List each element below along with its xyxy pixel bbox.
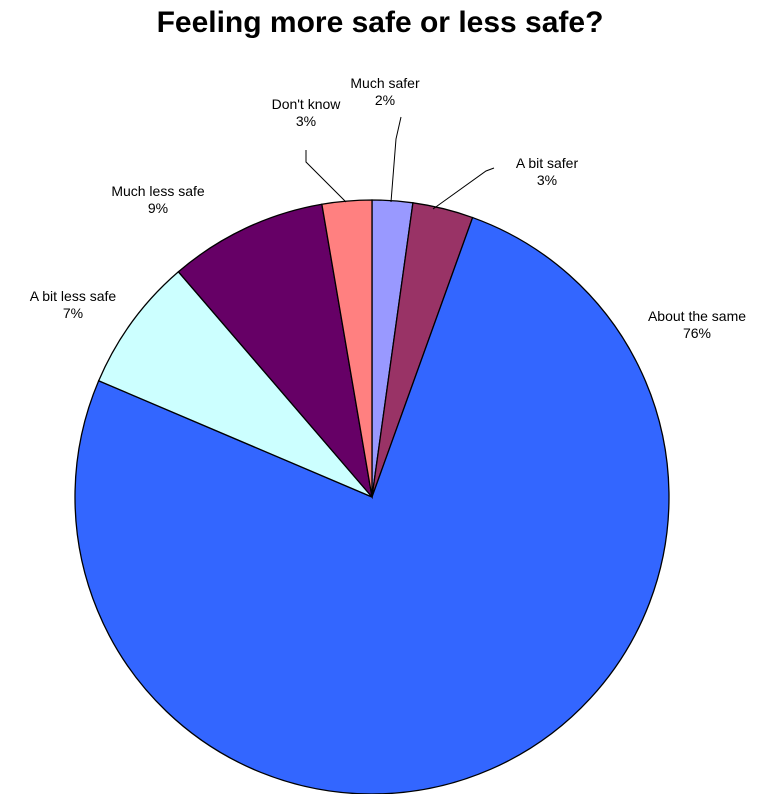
leader-line: [432, 167, 495, 210]
slice-label-name: Don't know: [272, 96, 342, 112]
slice-label-percent: 9%: [148, 200, 168, 216]
slice-label-percent: 76%: [683, 325, 711, 341]
leader-line: [305, 150, 347, 203]
slice-label-name: A bit less safe: [30, 288, 117, 304]
pie-slice-about-the-same: [74, 216, 670, 794]
slice-label-name: Much safer: [350, 75, 420, 91]
slice-label-name: A bit safer: [516, 155, 579, 171]
pie-slice-don-t-know: [321, 199, 373, 498]
leader-lines: [305, 116, 495, 210]
slice-label-percent: 3%: [296, 113, 316, 129]
leader-line: [390, 116, 402, 203]
slice-label-percent: 3%: [537, 172, 557, 188]
pie-slice-much-less-safe: [177, 203, 374, 500]
slice-label-name: Much less safe: [111, 183, 205, 199]
chart-title: Feeling more safe or less safe?: [156, 6, 604, 39]
slice-label-percent: 7%: [63, 305, 83, 321]
pie-slices: [74, 199, 670, 794]
slice-label-name: About the same: [648, 308, 746, 324]
pie-slice-a-bit-less-safe: [97, 270, 373, 498]
slice-label-percent: 2%: [375, 92, 395, 108]
